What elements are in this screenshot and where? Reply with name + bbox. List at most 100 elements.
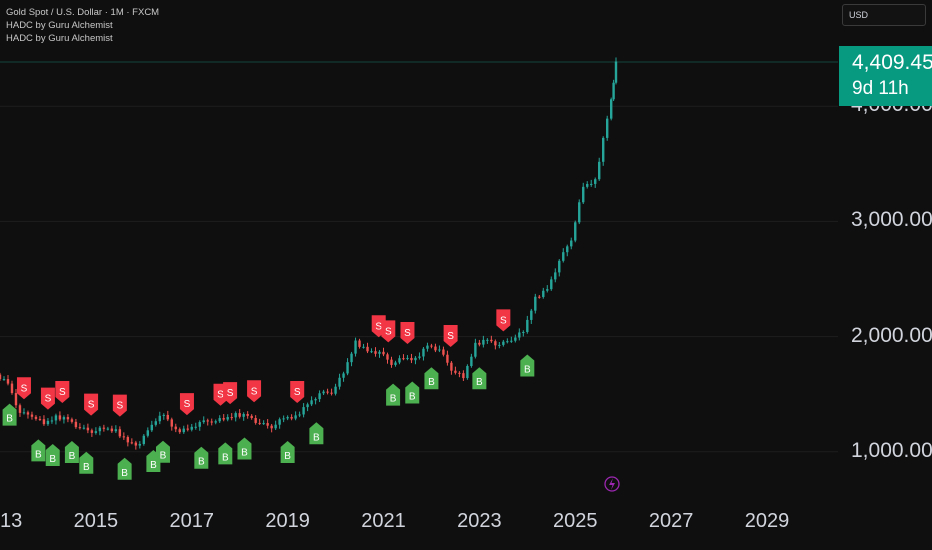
candle-body [230,417,233,419]
buy-signal-marker[interactable]: B [424,367,439,390]
candle-body [322,391,325,394]
buy-signal-label: B [150,460,157,471]
candle-body [286,417,289,419]
buy-signal-marker[interactable]: B [2,403,17,426]
price-tick-label: 3,000.00 [851,208,932,232]
indicator-label[interactable]: HADC by Guru Alchemist [6,33,113,44]
currency-selector[interactable]: USD [842,4,926,26]
buy-signal-marker[interactable]: B [218,442,233,465]
sell-signal-marker[interactable]: S [443,324,458,347]
sell-signal-marker[interactable]: S [290,380,305,403]
candle-body [250,415,253,419]
buy-signal-marker[interactable]: B [155,440,170,463]
candle-body [518,332,521,338]
buy-signal-marker[interactable]: B [309,422,324,445]
candle-body [450,362,453,371]
candle-body [74,421,78,428]
sell-signal-label: S [294,387,301,398]
sell-signal-label: S [21,383,28,394]
candle-body [326,391,329,393]
candle-body [562,252,565,261]
candle-body [138,443,142,446]
time-tick-label: 2025 [553,510,598,532]
buy-signal-marker[interactable]: B [405,381,420,404]
buy-signal-marker[interactable]: B [472,367,487,390]
candle-body [314,399,317,401]
candle-body [490,339,493,342]
sell-signal-marker[interactable]: S [381,320,396,343]
sell-signal-marker[interactable]: S [223,382,238,405]
candle-body [426,345,429,349]
candle-body [598,161,601,180]
candle-body [350,353,353,363]
candle-body [142,435,146,444]
buy-signal-marker[interactable]: B [45,443,60,466]
sell-signal-marker[interactable]: S [16,377,31,400]
sell-signal-marker[interactable]: S [84,393,99,416]
candle-body [206,420,209,422]
candle-body [402,358,405,360]
candle-body [18,405,22,413]
buy-signal-label: B [428,377,435,388]
buy-signal-label: B [35,449,42,460]
candle-body [442,349,445,355]
buy-signal-marker[interactable]: B [237,437,252,460]
sell-signal-label: S [184,399,191,410]
candle-body [610,99,613,119]
buy-signal-marker[interactable]: B [79,451,94,474]
symbol-title[interactable]: Gold Spot / U.S. Dollar · 1M · FXCM [6,7,160,18]
buy-signal-marker[interactable]: B [280,440,295,463]
candle-body [542,290,545,297]
candle-body [546,289,549,291]
candle-body [446,354,449,363]
sell-signal-marker[interactable]: S [496,309,511,332]
candle-body [462,373,465,379]
candle-body [298,414,301,416]
buy-signal-label: B [524,365,531,376]
candle-body [370,351,373,353]
time-tick-label: 2023 [457,510,502,532]
candle-body [390,359,393,365]
flash-icon[interactable] [604,476,620,492]
candle-body [342,373,345,378]
candle-body [334,386,337,394]
candle-body [210,421,213,423]
time-tick-label: 2019 [265,510,310,532]
candle-body [494,341,497,346]
candle-body [418,356,421,358]
candle-body [366,346,369,352]
sell-signal-marker[interactable]: S [40,387,55,410]
candle-body [382,351,385,355]
buy-signal-label: B [284,451,291,462]
last-price-badge: 4,409.45 9d 11h [839,46,932,106]
candle-body [406,357,409,359]
sell-signal-label: S [45,394,52,405]
sell-signal-marker[interactable]: S [112,394,127,417]
candle-body [574,222,577,241]
candle-body [154,421,157,425]
candle-body [612,82,615,100]
buy-signal-marker[interactable]: B [117,457,132,480]
buy-signal-marker[interactable]: B [386,383,401,406]
sell-signal-label: S [251,386,258,397]
candle-body [410,357,413,361]
sell-signal-marker[interactable]: S [179,393,194,416]
sell-signal-marker[interactable]: S [400,321,415,344]
candle-body [274,424,277,429]
sell-signal-marker[interactable]: S [55,380,70,403]
candle-body [278,419,281,425]
candle-body [474,342,477,357]
sell-signal-marker[interactable]: S [247,380,262,403]
buy-signal-marker[interactable]: B [520,354,535,377]
candle-body [478,342,481,345]
candle-body [0,374,2,380]
candle-body [306,404,309,408]
buy-signal-marker[interactable]: B [31,439,46,462]
buy-signal-marker[interactable]: B [194,446,209,469]
buy-signal-marker[interactable]: B [64,440,79,463]
indicator-label[interactable]: HADC by Guru Alchemist [6,20,113,31]
sell-signal-label: S [59,387,66,398]
candle-body [554,272,557,280]
